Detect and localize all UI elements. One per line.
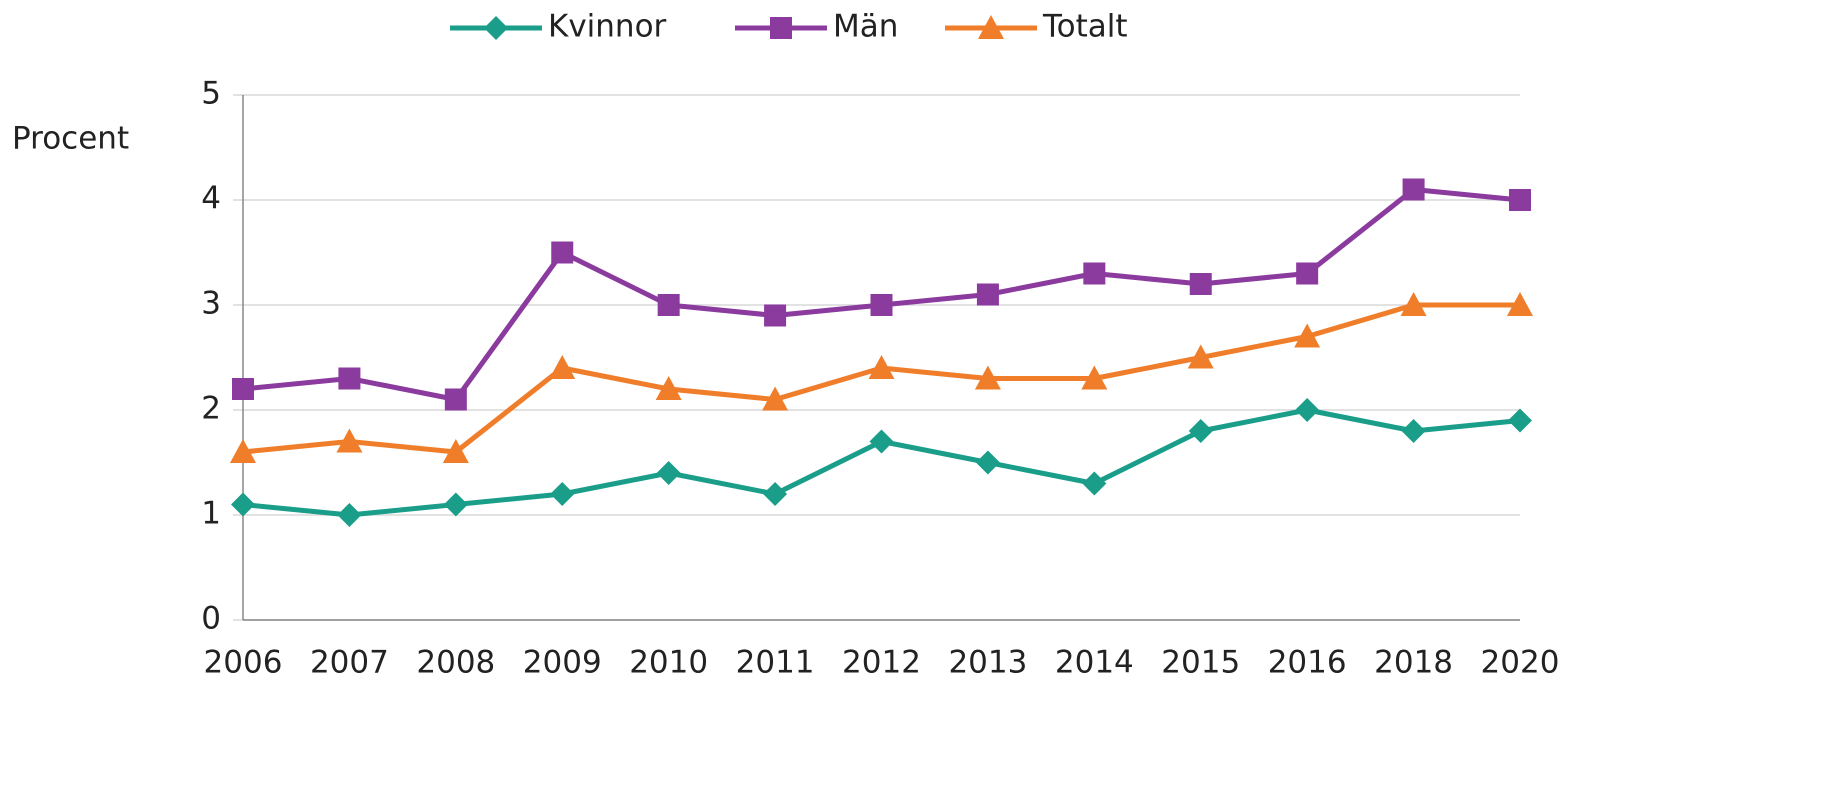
legend-label: Män	[833, 9, 898, 45]
x-tick-label: 2008	[416, 645, 495, 681]
x-tick-label: 2010	[629, 645, 708, 681]
x-tick-label: 2014	[1055, 645, 1134, 681]
legend-marker	[770, 17, 792, 39]
x-tick-label: 2016	[1268, 645, 1347, 681]
data-point	[1507, 292, 1533, 316]
data-point	[976, 283, 999, 306]
y-tick-label: 3	[201, 286, 221, 322]
data-point	[549, 355, 576, 379]
data-point	[230, 439, 256, 463]
legend-label: Totalt	[1042, 9, 1128, 45]
data-point	[550, 482, 575, 506]
data-point	[656, 461, 681, 485]
data-point	[551, 241, 574, 264]
y-tick-label: 2	[201, 391, 221, 427]
data-point	[336, 428, 363, 453]
data-point	[1295, 398, 1320, 422]
data-point	[655, 376, 682, 400]
data-point	[870, 294, 893, 316]
data-point	[444, 388, 467, 411]
y-tick-label: 4	[201, 181, 221, 217]
data-point	[1296, 262, 1319, 285]
data-point	[1189, 273, 1212, 295]
x-tick-label: 2012	[842, 645, 921, 681]
data-point	[869, 429, 894, 454]
data-point	[1188, 419, 1213, 443]
data-point	[232, 378, 254, 400]
legend-marker	[978, 15, 1004, 39]
x-tick-label: 2006	[204, 645, 283, 681]
y-tick-label: 1	[201, 496, 221, 532]
data-point	[762, 386, 789, 411]
data-point	[764, 304, 787, 327]
data-point	[763, 482, 788, 506]
data-point	[1401, 419, 1426, 443]
data-point	[338, 367, 361, 390]
legend-label: Kvinnor	[548, 9, 667, 45]
legend-marker	[484, 16, 508, 40]
x-tick-label: 2015	[1161, 645, 1240, 681]
data-point	[868, 355, 895, 379]
data-point	[975, 450, 1000, 475]
data-point	[1400, 292, 1427, 316]
data-point	[1509, 189, 1531, 211]
data-point	[337, 503, 362, 527]
x-tick-label: 2007	[310, 645, 389, 681]
x-tick-label: 2013	[948, 645, 1027, 681]
x-tick-label: 2018	[1374, 645, 1453, 681]
data-point	[1187, 344, 1214, 369]
data-point	[1082, 471, 1107, 496]
data-point	[1294, 323, 1321, 348]
data-point	[974, 365, 1001, 390]
y-tick-label: 5	[201, 76, 221, 112]
data-point	[1402, 178, 1425, 201]
x-tick-label: 2009	[523, 645, 602, 681]
series-line	[242, 407, 1521, 518]
x-tick-label: 2020	[1481, 645, 1560, 681]
data-point	[442, 439, 469, 463]
data-point	[657, 294, 680, 316]
y-axis-label: Procent	[12, 121, 129, 157]
x-tick-label: 2011	[736, 645, 815, 681]
data-point	[231, 492, 255, 517]
data-point	[1081, 365, 1108, 390]
y-tick-label: 0	[201, 601, 221, 637]
data-point	[1508, 408, 1532, 433]
data-point	[443, 492, 468, 517]
data-point	[1083, 262, 1106, 285]
